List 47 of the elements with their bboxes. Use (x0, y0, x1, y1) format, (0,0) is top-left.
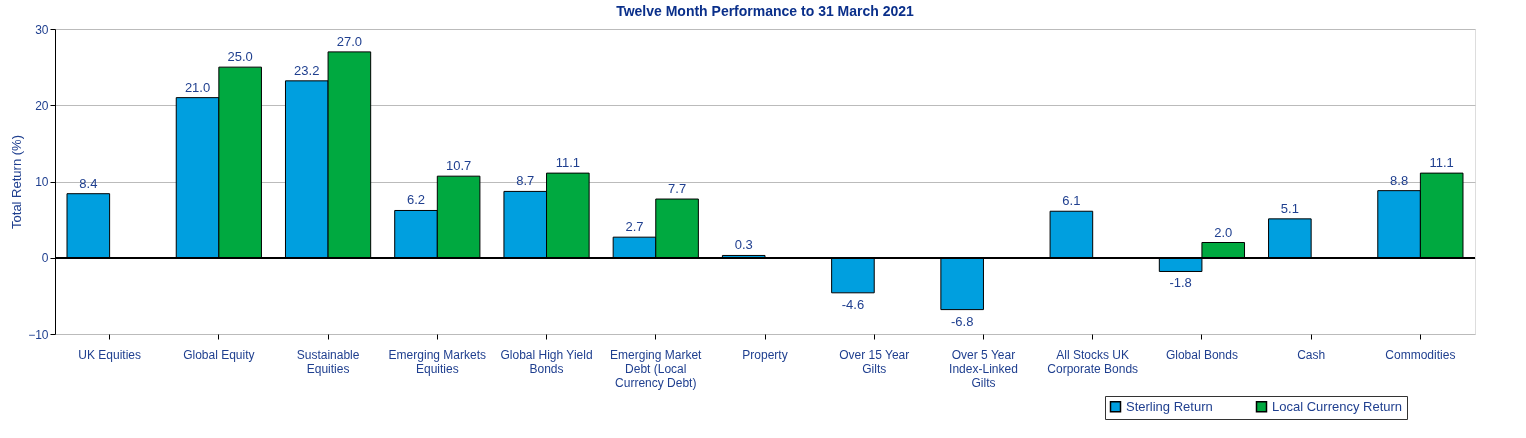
data-label: 27.0 (336, 33, 363, 49)
x-tick-label: Cash (1297, 347, 1326, 362)
data-label: 25.0 (227, 49, 253, 65)
x-tick-label: Sustainable Equities (296, 347, 360, 376)
y-axis-title: Total Return (%) (9, 135, 25, 229)
bar (1049, 210, 1094, 259)
data-label: -1.8 (1169, 275, 1192, 291)
y-tick-label: 30 (35, 22, 49, 37)
data-label: 7.7 (668, 181, 687, 197)
x-tick-label: Over 5 Year Index-Linked Gilts (949, 347, 1018, 390)
data-label: 21.0 (184, 79, 211, 95)
legend-label: Sterling Return (1126, 398, 1213, 414)
data-label: -4.6 (841, 296, 865, 312)
data-label: 2.7 (625, 219, 644, 235)
x-tick-label: Emerging Markets Equities (388, 347, 486, 376)
x-tick-label: Emerging Market Debt (Local Currency Debt) (610, 347, 703, 390)
data-label: 8.4 (79, 175, 98, 191)
x-tick-label: Property (742, 347, 788, 362)
x-tick-label: UK Equities (78, 347, 141, 362)
data-label: 2.0 (1214, 224, 1233, 240)
data-label: 5.1 (1280, 200, 1299, 216)
data-label: 10.7 (445, 158, 472, 174)
legend-label: Local Currency Return (1272, 398, 1403, 414)
data-label: -6.8 (950, 313, 974, 329)
data-label: 8.8 (1390, 172, 1409, 188)
x-tick-label: Global High Yield Bonds (500, 347, 593, 376)
x-tick-label: Commodities (1385, 347, 1456, 362)
x-tick-label: Global Equity (183, 347, 255, 362)
x-tick-label: All Stocks UK Corporate Bonds (1047, 347, 1139, 376)
bar (940, 257, 984, 311)
bar (1268, 218, 1312, 259)
data-label: 6.2 (406, 192, 426, 208)
data-label: 0.3 (734, 237, 753, 253)
data-label: 11.1 (1429, 155, 1454, 171)
y-tick-label: 20 (35, 98, 49, 113)
y-tick-label: 10 (35, 175, 49, 189)
y-tick-label: −10 (28, 327, 49, 342)
y-tick-label: 0 (41, 251, 49, 266)
data-label: 6.1 (1062, 193, 1081, 209)
data-label: 8.7 (516, 173, 535, 189)
x-tick-label: Global Bonds (1165, 347, 1238, 362)
data-label: 23.2 (294, 62, 320, 78)
x-tick-label: Over 15 Year Gilts (839, 347, 910, 376)
chart-title: Twelve Month Performance to 31 March 2021 (616, 3, 915, 19)
bar (66, 193, 111, 259)
data-label: 11.1 (555, 155, 581, 171)
bar (831, 257, 875, 294)
